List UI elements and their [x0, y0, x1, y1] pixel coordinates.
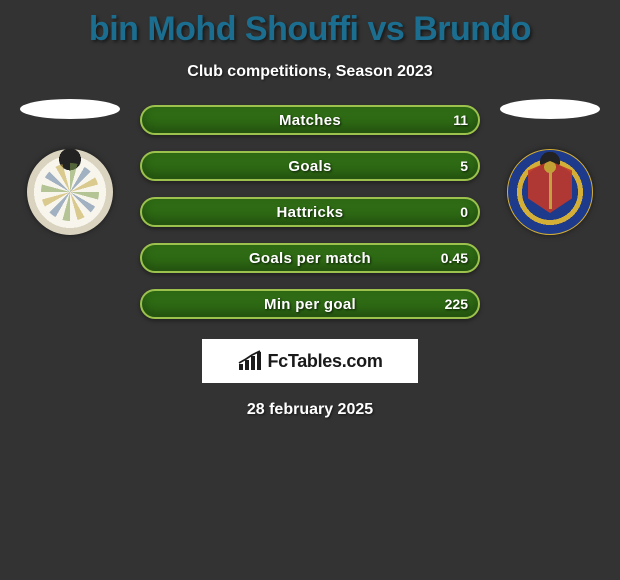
right-player-col	[500, 99, 600, 235]
page-title: bin Mohd Shouffi vs Brundo	[0, 0, 620, 49]
stat-label: Goals	[288, 158, 331, 175]
stat-label: Goals per match	[249, 250, 371, 267]
brand-box: FcTables.com	[202, 339, 418, 383]
stat-bar-hattricks: Hattricks 0	[140, 197, 480, 227]
brand-text: FcTables.com	[267, 351, 382, 372]
stat-right-value: 11	[453, 112, 468, 128]
stat-label: Min per goal	[264, 296, 356, 313]
left-player-col	[20, 99, 120, 235]
stat-bar-goals-per-match: Goals per match 0.45	[140, 243, 480, 273]
stat-right-value: 5	[460, 158, 468, 174]
stat-bar-matches: Matches 11	[140, 105, 480, 135]
right-club-crest-icon	[507, 149, 593, 235]
stat-bar-min-per-goal: Min per goal 225	[140, 289, 480, 319]
left-club-crest-icon	[27, 149, 113, 235]
stat-label: Hattricks	[277, 204, 344, 221]
bar-chart-icon	[237, 350, 263, 372]
comparison-row: Matches 11 Goals 5 Hattricks 0 Goals per…	[0, 99, 620, 319]
stat-label: Matches	[279, 112, 341, 129]
stat-bars: Matches 11 Goals 5 Hattricks 0 Goals per…	[140, 99, 480, 319]
left-player-pill	[20, 99, 120, 119]
stat-bar-goals: Goals 5	[140, 151, 480, 181]
right-player-pill	[500, 99, 600, 119]
stat-right-value: 0.45	[441, 250, 468, 266]
date-label: 28 february 2025	[0, 383, 620, 419]
stat-right-value: 225	[445, 296, 468, 312]
stat-right-value: 0	[460, 204, 468, 220]
subtitle: Club competitions, Season 2023	[0, 49, 620, 99]
